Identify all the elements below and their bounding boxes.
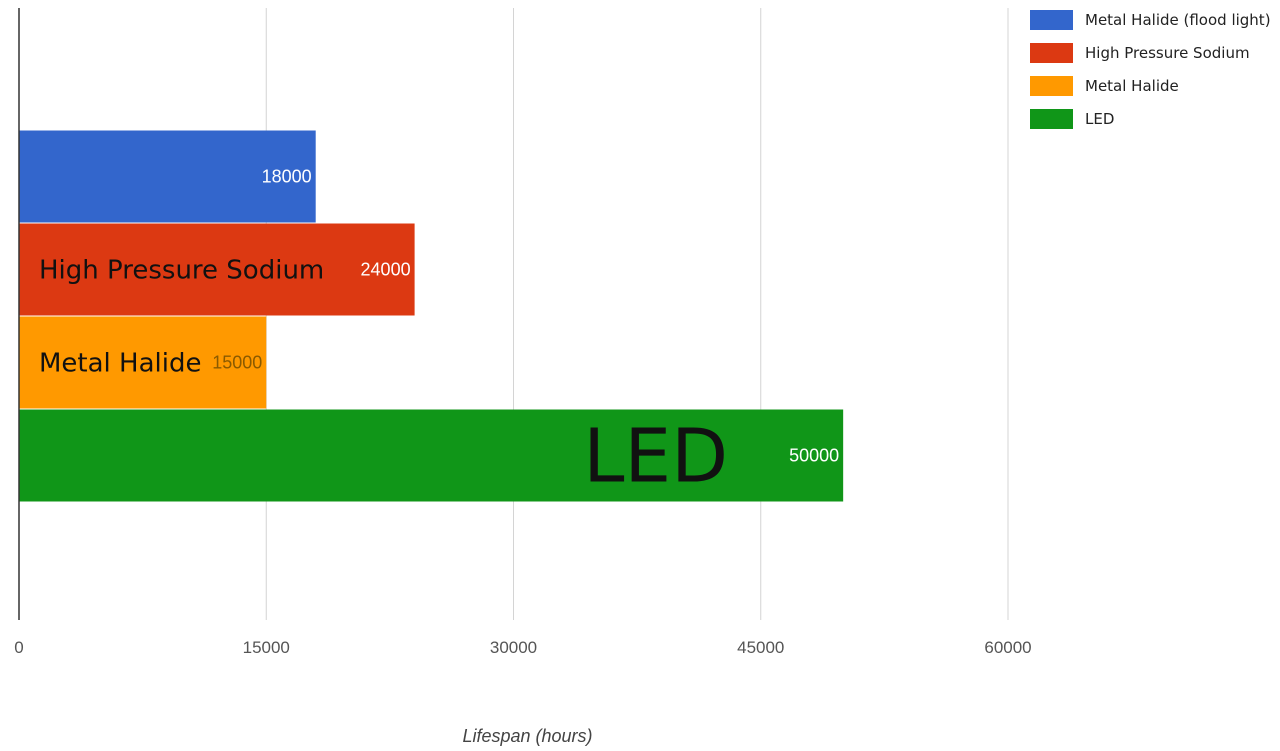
bar: [19, 316, 267, 409]
bar-value-label: 15000: [212, 353, 262, 373]
x-tick-label: 45000: [737, 638, 784, 657]
legend-swatch: [1030, 109, 1073, 129]
bar-value-label: 50000: [789, 446, 839, 466]
bar: [19, 223, 415, 316]
legend-swatch: [1030, 43, 1073, 63]
bar-value-label: 18000: [262, 167, 312, 187]
bars: 18000 24000 High Pressure Sodium 15000 Metal…: [19, 130, 844, 502]
legend: Metal Halide (flood light) High Pressure …: [1030, 10, 1271, 129]
x-tick-label: 60000: [984, 638, 1031, 657]
x-axis-title: Lifespan (hours): [462, 726, 592, 746]
legend-entry: Metal Halide (flood light): [1085, 11, 1271, 29]
x-tick-label: 30000: [490, 638, 537, 657]
legend-entry: High Pressure Sodium: [1085, 44, 1250, 62]
legend-entry: LED: [1085, 110, 1114, 128]
x-tick-label: 0: [14, 638, 23, 657]
bar-overlay-label: Metal Halide: [39, 349, 201, 379]
bar-value-label: 24000: [361, 260, 411, 280]
bar: [19, 409, 844, 502]
legend-entry: Metal Halide: [1085, 77, 1179, 95]
legend-swatch: [1030, 76, 1073, 96]
x-tick-label: 15000: [243, 638, 290, 657]
bar: [19, 130, 316, 223]
x-axis: 0 15000 30000 45000 60000: [14, 8, 1032, 657]
bar-overlay-label: High Pressure Sodium: [39, 256, 324, 286]
legend-swatch: [1030, 10, 1073, 30]
bar-overlay-label: LED: [583, 414, 728, 500]
